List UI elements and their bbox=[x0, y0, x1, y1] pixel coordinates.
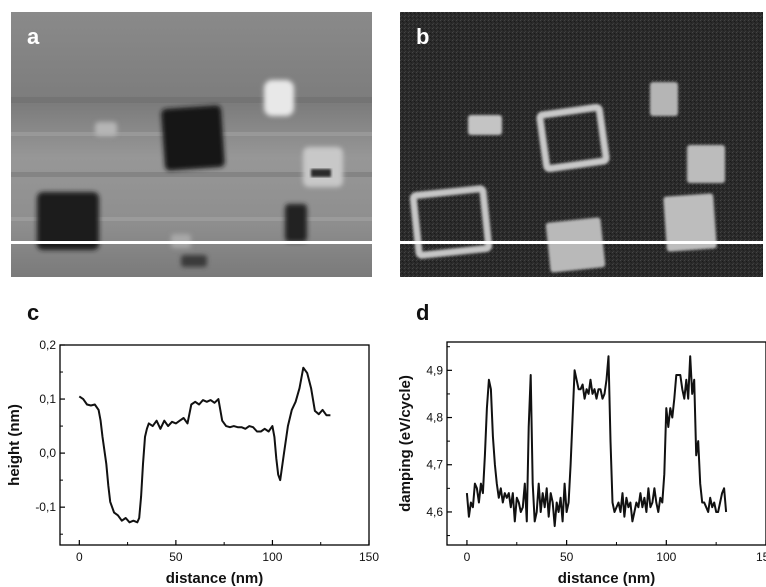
x-tick-label: 0 bbox=[76, 550, 83, 564]
x-tick-label: 0 bbox=[464, 550, 471, 564]
y-tick-label: 0,0 bbox=[39, 446, 56, 460]
panel-label-d: d bbox=[416, 300, 430, 325]
damping-scan-image bbox=[400, 12, 763, 277]
x-tick-label: 150 bbox=[756, 550, 766, 564]
x-tick-label: 150 bbox=[359, 550, 379, 564]
x-tick-label: 50 bbox=[560, 550, 574, 564]
y-tick-label: 4,6 bbox=[426, 505, 443, 519]
y-axis-label: height (nm) bbox=[6, 404, 23, 486]
plot-frame bbox=[59, 344, 370, 546]
x-tick-label: 100 bbox=[262, 550, 282, 564]
panel-label-a: a bbox=[27, 24, 40, 49]
y-tick-label: -0,1 bbox=[35, 500, 56, 514]
y-tick-label: 4,9 bbox=[426, 363, 443, 377]
x-axis-label: distance (nm) bbox=[166, 570, 264, 587]
y-tick-label: 0,1 bbox=[39, 392, 56, 406]
panel-label-b: b bbox=[416, 24, 430, 49]
series-line bbox=[465, 355, 728, 528]
x-tick-label: 50 bbox=[169, 550, 183, 564]
y-axis-label: damping (eV/cycle) bbox=[397, 375, 414, 512]
plot-frame bbox=[446, 341, 766, 546]
x-tick-label: 100 bbox=[656, 550, 676, 564]
y-tick-label: 4,8 bbox=[426, 411, 443, 425]
x-axis-label: distance (nm) bbox=[558, 570, 656, 587]
y-tick-label: 4,7 bbox=[426, 458, 443, 472]
series-line bbox=[78, 366, 331, 524]
y-tick-label: 0,2 bbox=[39, 338, 56, 352]
panel-label-c: c bbox=[27, 300, 40, 325]
topography-scan-image bbox=[11, 12, 372, 277]
